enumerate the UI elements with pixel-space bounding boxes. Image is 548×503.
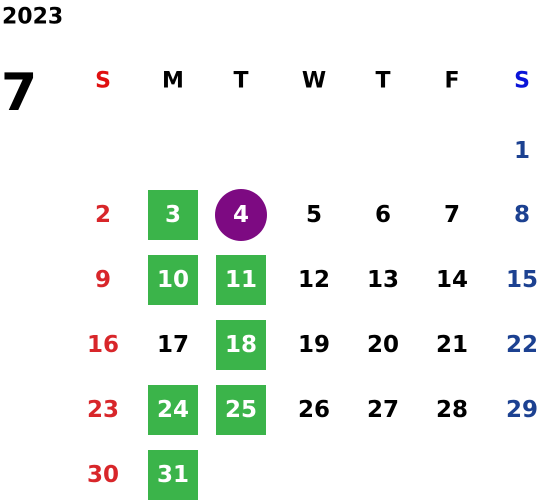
day-number: 11 xyxy=(225,267,257,293)
day-number: 20 xyxy=(367,332,399,358)
weekday-label: T xyxy=(375,69,390,94)
day-number: 6 xyxy=(375,202,391,228)
highlight-box xyxy=(148,450,198,500)
day-number: 2 xyxy=(95,202,111,228)
highlight-box xyxy=(216,255,266,305)
day-number: 8 xyxy=(514,202,530,228)
day-number: 25 xyxy=(225,397,257,423)
highlight-box xyxy=(148,190,198,240)
day-number: 27 xyxy=(367,397,399,423)
weekday-label: W xyxy=(302,69,326,94)
highlight-box xyxy=(148,385,198,435)
day-number: 24 xyxy=(157,397,189,423)
day-number: 18 xyxy=(225,332,257,358)
day-number: 22 xyxy=(506,332,538,358)
day-number: 3 xyxy=(165,202,181,228)
weekday-label: S xyxy=(514,69,530,94)
day-number: 29 xyxy=(506,397,538,423)
day-number: 4 xyxy=(233,202,249,228)
today-marker xyxy=(215,189,267,241)
day-number: 13 xyxy=(367,267,399,293)
day-number: 14 xyxy=(436,267,468,293)
day-number: 28 xyxy=(436,397,468,423)
day-number: 9 xyxy=(95,267,111,293)
day-number: 12 xyxy=(298,267,330,293)
day-number: 30 xyxy=(87,462,119,488)
weekday-label: T xyxy=(233,69,248,94)
day-number: 5 xyxy=(306,202,322,228)
day-number: 15 xyxy=(506,267,538,293)
month: 7 xyxy=(1,63,37,123)
day-number: 19 xyxy=(298,332,330,358)
day-number: 26 xyxy=(298,397,330,423)
day-number: 21 xyxy=(436,332,468,358)
day-number: 1 xyxy=(514,138,530,164)
highlight-box xyxy=(216,320,266,370)
day-number: 23 xyxy=(87,397,119,423)
highlight-box xyxy=(148,255,198,305)
day-number: 10 xyxy=(157,267,189,293)
day-number: 7 xyxy=(444,202,460,228)
weekday-label: F xyxy=(444,69,459,94)
day-number: 17 xyxy=(157,332,189,358)
day-number: 31 xyxy=(157,462,189,488)
day-number: 16 xyxy=(87,332,119,358)
weekday-label: S xyxy=(95,69,111,94)
highlight-box xyxy=(216,385,266,435)
weekday-label: M xyxy=(162,69,184,94)
year: 2023 xyxy=(2,5,63,30)
